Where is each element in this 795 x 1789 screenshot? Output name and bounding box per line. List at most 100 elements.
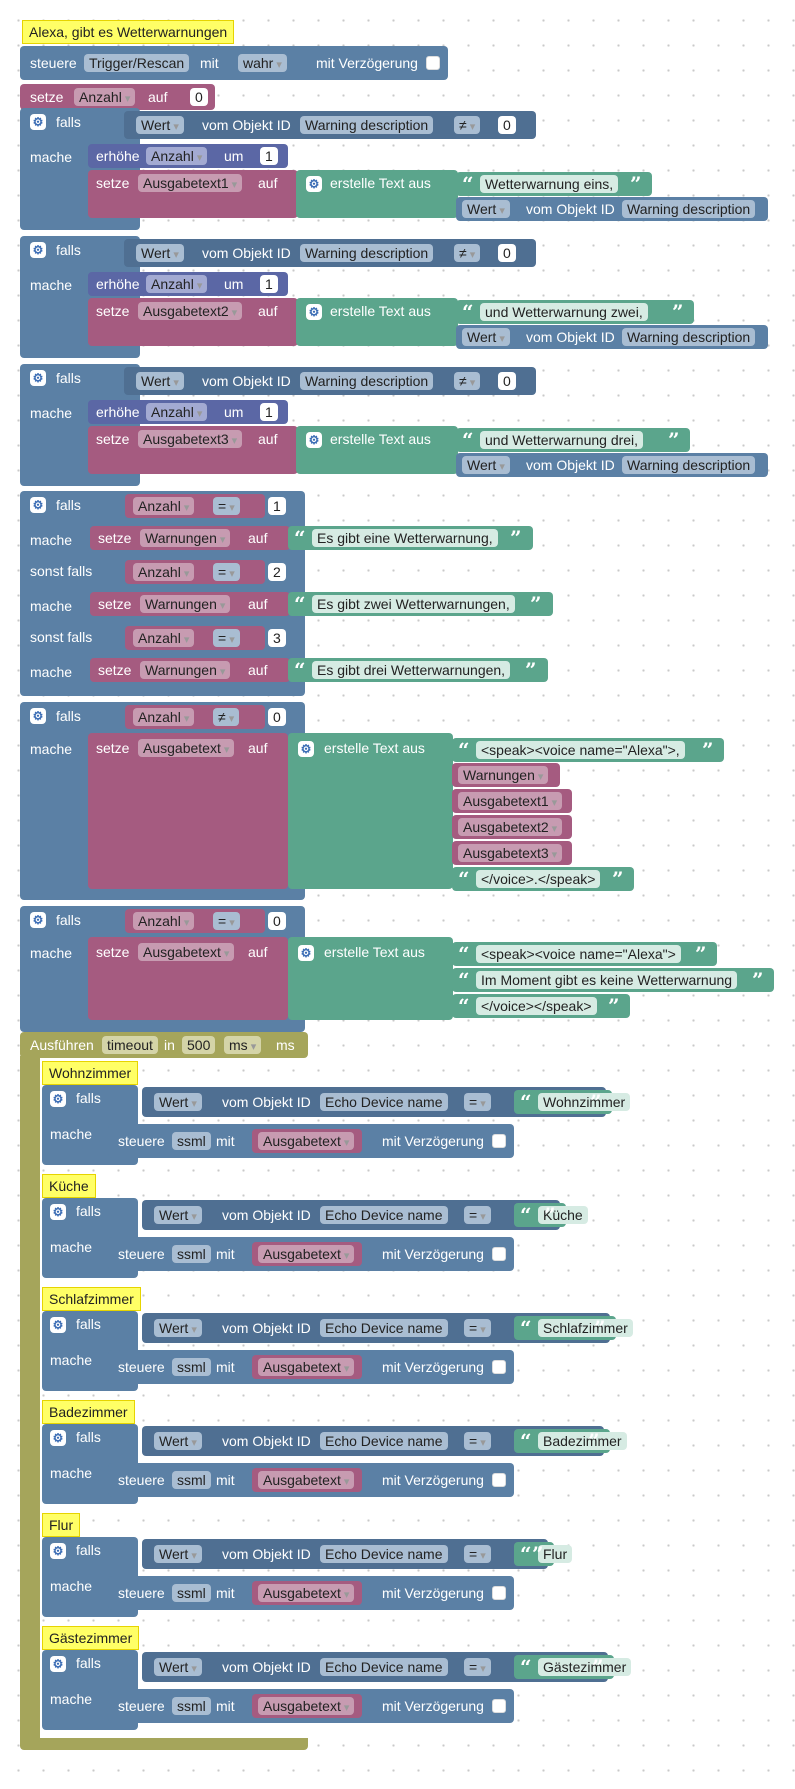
gear-icon[interactable]: ⚙ — [50, 1091, 66, 1107]
gear-icon[interactable]: ⚙ — [298, 945, 314, 961]
setze-anzahl-block[interactable]: setze Anzahl auf 0 — [20, 84, 215, 110]
setze-ausgabetext1[interactable]: setze Ausgabetext1 auf — [88, 170, 298, 218]
room-comment[interactable]: Wohnzimmer — [42, 1061, 139, 1085]
anzahl-var[interactable]: Anzahl — [133, 563, 195, 581]
value-1[interactable]: 1 — [268, 497, 286, 515]
room-comment[interactable]: Schlafzimmer — [42, 1287, 141, 1311]
text-keine[interactable]: “ Im Moment gibt es keine Wetterwarnung … — [452, 968, 774, 992]
setze-ausgabetext3[interactable]: setze Ausgabetext3 auf — [88, 426, 298, 474]
verzoegerung-checkbox[interactable] — [492, 1473, 506, 1487]
erhoehe-anzahl[interactable]: erhöhe Anzahl um 1 — [88, 400, 288, 424]
anzahl-var[interactable]: Anzahl — [133, 629, 195, 647]
ssml-field[interactable]: ssml — [172, 1132, 211, 1150]
verzoegerung-checkbox[interactable] — [492, 1247, 506, 1261]
value-1[interactable]: 1 — [260, 147, 278, 165]
anzahl-var[interactable]: Anzahl — [133, 497, 195, 515]
ausgabetext3-var[interactable]: Ausgabetext3 — [458, 844, 563, 862]
wert-dropdown[interactable]: Wert — [154, 1432, 202, 1450]
room-text[interactable]: “ Gästezimmer” — [514, 1655, 632, 1679]
ausgabetext3-var[interactable]: Ausgabetext3 — [138, 430, 243, 448]
gear-icon[interactable]: ⚙ — [30, 242, 46, 258]
header-comment[interactable]: Alexa, gibt es Wetterwarnungen — [22, 20, 235, 44]
gear-icon[interactable]: ⚙ — [50, 1543, 66, 1559]
string-field[interactable]: Wohnzimmer — [538, 1093, 631, 1111]
ssml-field[interactable]: ssml — [172, 1697, 211, 1715]
trigger-field[interactable]: Trigger/Rescan — [84, 54, 190, 72]
var-ausgabetext3[interactable]: Ausgabetext3 — [452, 841, 572, 865]
text-speak-open[interactable]: “ <speak><voice name="Alexa"> ” — [452, 942, 717, 966]
wahr-dropdown[interactable]: wahr — [238, 54, 287, 72]
room-text[interactable]: “ Küche” — [514, 1203, 588, 1227]
compare-block[interactable]: Wert vom Objekt ID Warning description ≠ 0 — [124, 239, 536, 267]
object-id-field[interactable]: Echo Device name — [320, 1545, 448, 1563]
wert-dropdown[interactable]: Wert — [136, 244, 184, 262]
erstelle-text-block[interactable]: ⚙ erstelle Text aus — [296, 170, 458, 218]
string-field[interactable]: Badezimmer — [538, 1432, 627, 1450]
string-field[interactable]: </voice></speak> — [476, 997, 597, 1015]
get-value-block[interactable]: Wert vom Objekt ID Warning description — [456, 453, 768, 477]
value-0[interactable]: 0 — [268, 912, 286, 930]
erstelle-text-block[interactable]: ⚙ erstelle Text aus — [296, 426, 458, 474]
anzahl-var[interactable]: Anzahl — [146, 275, 208, 293]
object-id-field[interactable]: Warning description — [300, 244, 434, 262]
get-value-block[interactable]: Wert vom Objekt ID Warning description — [456, 197, 768, 221]
gear-icon[interactable]: ⚙ — [30, 370, 46, 386]
ausgabetext-var[interactable]: Ausgabetext — [258, 1132, 355, 1150]
zero-field[interactable]: 0 — [190, 88, 208, 106]
gear-icon[interactable]: ⚙ — [306, 176, 322, 192]
wert-dropdown[interactable]: Wert — [136, 372, 184, 390]
object-id-field[interactable]: Echo Device name — [320, 1658, 448, 1676]
eq-dropdown[interactable]: = — [464, 1319, 491, 1337]
verzoegerung-checkbox[interactable] — [492, 1134, 506, 1148]
string-field[interactable]: Flur — [538, 1545, 573, 1563]
room-comment[interactable]: Badezimmer — [42, 1400, 135, 1424]
ausgabetext-var-block[interactable]: Ausgabetext — [252, 1468, 362, 1492]
string-field[interactable]: </voice>.</speak> — [476, 870, 601, 888]
timeout-block[interactable]: Ausführen timeout in 500 ms ms — [20, 1032, 308, 1058]
object-id-field[interactable]: Warning description — [622, 328, 756, 346]
setze-ausgabetext2[interactable]: setze Ausgabetext2 auf — [88, 298, 298, 346]
ausgabetext-var[interactable]: Ausgabetext — [258, 1358, 355, 1376]
setze-warnungen-3[interactable]: setze Warnungen auf — [90, 658, 290, 682]
warnungen-var[interactable]: Warnungen — [140, 595, 231, 613]
text-literal[interactable]: “ Wetterwarnung eins, ” — [456, 172, 652, 196]
eq-dropdown[interactable]: = — [213, 497, 240, 515]
value-2[interactable]: 2 — [268, 563, 286, 581]
if-warning-1[interactable]: ⚙ falls mache — [20, 108, 140, 230]
compare-block[interactable]: Wert vom Objekt ID Echo Device name = — [142, 1200, 560, 1230]
room-text[interactable]: “ Flur” — [514, 1542, 573, 1566]
setze-ausgabetext-block[interactable]: setze Ausgabetext auf — [88, 733, 288, 889]
gear-icon[interactable]: ⚙ — [306, 432, 322, 448]
eq-dropdown[interactable]: = — [213, 563, 240, 581]
string-field[interactable]: <speak><voice name="Alexa">, — [476, 741, 685, 759]
wert-dropdown[interactable]: Wert — [154, 1319, 202, 1337]
object-id-field[interactable]: Warning description — [300, 372, 434, 390]
setze-warnungen-2[interactable]: setze Warnungen auf — [90, 592, 290, 616]
gear-icon[interactable]: ⚙ — [50, 1317, 66, 1333]
var-ausgabetext1[interactable]: Ausgabetext1 — [452, 789, 572, 813]
ausgabetext-var-block[interactable]: Ausgabetext — [252, 1694, 362, 1718]
gear-icon[interactable]: ⚙ — [30, 114, 46, 130]
gear-icon[interactable]: ⚙ — [50, 1430, 66, 1446]
erstelle-text-block[interactable]: ⚙ erstelle Text aus — [288, 937, 453, 1020]
warnungen-var[interactable]: Warnungen — [458, 766, 549, 784]
text-literal[interactable]: “ und Wetterwarnung zwei, ” — [456, 300, 694, 324]
string-field[interactable]: Küche — [538, 1206, 588, 1224]
value-0[interactable]: 0 — [498, 372, 516, 390]
compare-block[interactable]: Wert vom Objekt ID Echo Device name = — [142, 1539, 548, 1569]
neq-dropdown[interactable]: ≠ — [454, 372, 481, 390]
ausgabetext1-var[interactable]: Ausgabetext1 — [458, 792, 563, 810]
eq-dropdown[interactable]: = — [213, 912, 240, 930]
wert-dropdown[interactable]: Wert — [154, 1658, 202, 1676]
anzahl-eq-2[interactable]: Anzahl = — [125, 560, 265, 584]
erhoehe-anzahl[interactable]: erhöhe Anzahl um 1 — [88, 144, 288, 168]
erstelle-text-block[interactable]: ⚙ erstelle Text aus — [296, 298, 458, 346]
wert-dropdown[interactable]: Wert — [462, 200, 510, 218]
string-field[interactable]: Wetterwarnung eins, — [480, 175, 619, 193]
string-field[interactable]: <speak><voice name="Alexa"> — [476, 945, 681, 963]
ausgabetext-var[interactable]: Ausgabetext — [138, 943, 235, 961]
ausgabetext-var-block[interactable]: Ausgabetext — [252, 1129, 362, 1153]
object-id-field[interactable]: Warning description — [622, 200, 756, 218]
verzoegerung-checkbox[interactable] — [492, 1586, 506, 1600]
